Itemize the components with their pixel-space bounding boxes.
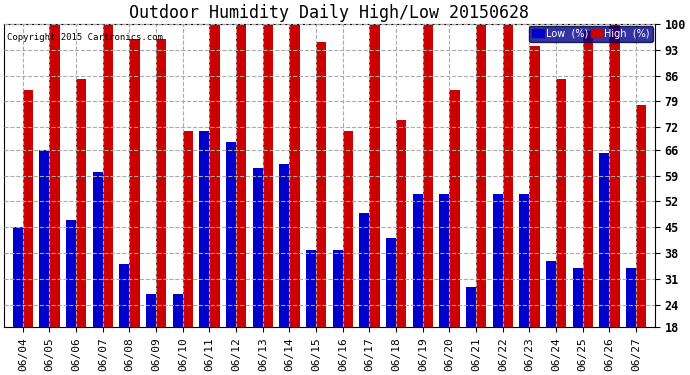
Bar (369, 24, 380, 375)
Bar (279, 164, 290, 375)
Bar (476, 24, 486, 375)
Bar (396, 120, 406, 375)
Bar (226, 142, 236, 375)
Bar (503, 24, 513, 375)
Bar (413, 194, 423, 375)
Bar (103, 24, 113, 375)
Bar (343, 131, 353, 375)
Bar (449, 90, 460, 375)
Bar (183, 131, 193, 375)
Bar (636, 105, 647, 375)
Bar (199, 131, 210, 375)
Bar (493, 194, 503, 375)
Bar (76, 79, 86, 375)
Bar (263, 24, 273, 375)
Bar (573, 268, 583, 375)
Bar (290, 24, 299, 375)
Bar (50, 24, 59, 375)
Bar (423, 24, 433, 375)
Bar (92, 172, 103, 375)
Bar (210, 24, 219, 375)
Bar (546, 261, 556, 375)
Bar (626, 268, 636, 375)
Bar (39, 150, 50, 375)
Legend: Low  (%), High  (%): Low (%), High (%) (529, 26, 653, 42)
Bar (583, 31, 593, 375)
Bar (440, 194, 449, 375)
Bar (386, 238, 396, 375)
Text: Copyright 2015 Cartronics.com: Copyright 2015 Cartronics.com (8, 33, 164, 42)
Bar (466, 286, 476, 375)
Bar (119, 264, 130, 375)
Bar (359, 213, 369, 375)
Bar (172, 294, 183, 375)
Bar (520, 194, 529, 375)
Bar (66, 220, 76, 375)
Bar (316, 42, 326, 375)
Bar (146, 294, 156, 375)
Bar (333, 250, 343, 375)
Bar (253, 168, 263, 375)
Bar (130, 39, 139, 375)
Bar (23, 90, 33, 375)
Bar (306, 250, 316, 375)
Bar (556, 79, 566, 375)
Bar (156, 39, 166, 375)
Title: Outdoor Humidity Daily High/Low 20150628: Outdoor Humidity Daily High/Low 20150628 (130, 4, 529, 22)
Bar (529, 46, 540, 375)
Bar (12, 227, 23, 375)
Bar (600, 153, 609, 375)
Bar (236, 24, 246, 375)
Bar (609, 24, 620, 375)
